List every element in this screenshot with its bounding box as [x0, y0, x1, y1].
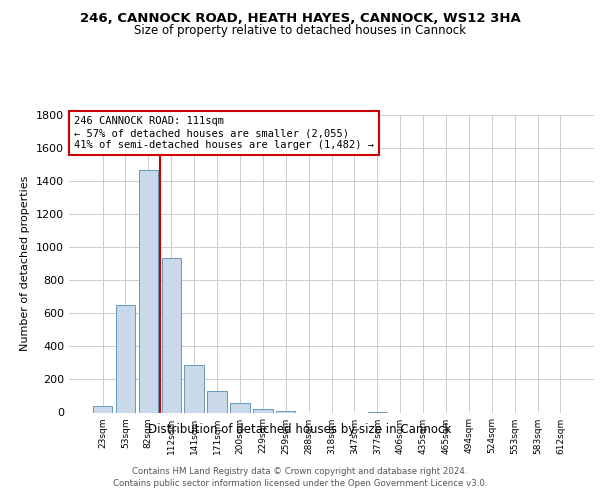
Bar	[208, 391, 227, 412]
Bar	[276, 411, 295, 412]
Text: Distribution of detached houses by size in Cannock: Distribution of detached houses by size …	[148, 422, 452, 436]
Text: Contains HM Land Registry data © Crown copyright and database right 2024.: Contains HM Land Registry data © Crown c…	[132, 468, 468, 476]
Bar	[116, 305, 135, 412]
Bar	[184, 364, 204, 412]
Bar	[93, 406, 112, 412]
Text: 246 CANNOCK ROAD: 111sqm
← 57% of detached houses are smaller (2,055)
41% of sem: 246 CANNOCK ROAD: 111sqm ← 57% of detach…	[74, 116, 374, 150]
Y-axis label: Number of detached properties: Number of detached properties	[20, 176, 31, 352]
Bar	[230, 402, 250, 412]
Text: Size of property relative to detached houses in Cannock: Size of property relative to detached ho…	[134, 24, 466, 37]
Bar	[253, 409, 272, 412]
Bar	[161, 258, 181, 412]
Text: Contains public sector information licensed under the Open Government Licence v3: Contains public sector information licen…	[113, 479, 487, 488]
Text: 246, CANNOCK ROAD, HEATH HAYES, CANNOCK, WS12 3HA: 246, CANNOCK ROAD, HEATH HAYES, CANNOCK,…	[80, 12, 520, 26]
Bar	[139, 170, 158, 412]
